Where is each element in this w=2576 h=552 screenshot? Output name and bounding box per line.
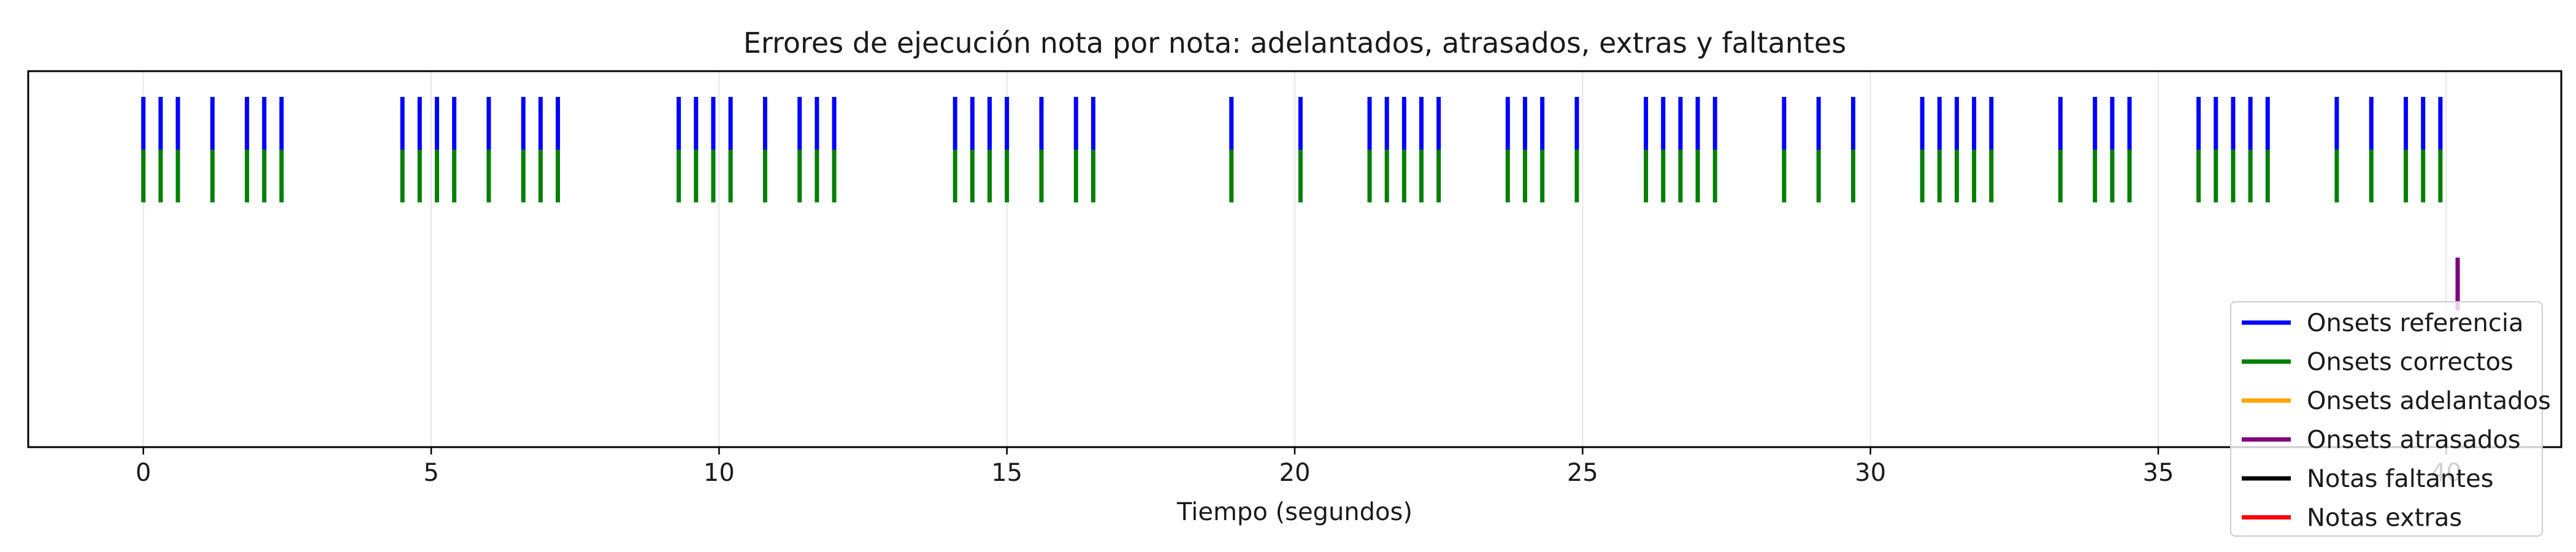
legend-entry-label: Onsets atrasados bbox=[2307, 426, 2521, 454]
legend: Onsets referencia Onsets correctos Onsets … bbox=[2230, 301, 2551, 537]
legend-entry-label: Notas extras bbox=[2307, 504, 2462, 532]
x-axis-label: Tiempo (segundos) bbox=[1176, 498, 1413, 526]
x-tick-label: 35 bbox=[2143, 459, 2174, 487]
legend-entry-label: Onsets adelantados bbox=[2307, 387, 2551, 415]
x-tick-label: 15 bbox=[991, 459, 1022, 487]
x-tick-label: 20 bbox=[1279, 459, 1311, 487]
x-axis: 0510152025303540 bbox=[136, 447, 2462, 487]
x-tick-label: 10 bbox=[703, 459, 735, 487]
chart-title: Errores de ejecución nota por nota: adel… bbox=[743, 26, 1846, 59]
legend-entry-label: Onsets correctos bbox=[2307, 348, 2513, 377]
legend-entry-label: Onsets referencia bbox=[2307, 309, 2524, 337]
x-tick-label: 0 bbox=[136, 459, 151, 487]
x-tick-label: 5 bbox=[423, 459, 439, 487]
legend-box bbox=[2230, 301, 2543, 537]
x-tick-label: 30 bbox=[1855, 459, 1886, 487]
x-tick-label: 25 bbox=[1567, 459, 1598, 487]
marks-layer bbox=[141, 97, 2460, 310]
legend-entry-label: Notas faltantes bbox=[2307, 465, 2494, 493]
